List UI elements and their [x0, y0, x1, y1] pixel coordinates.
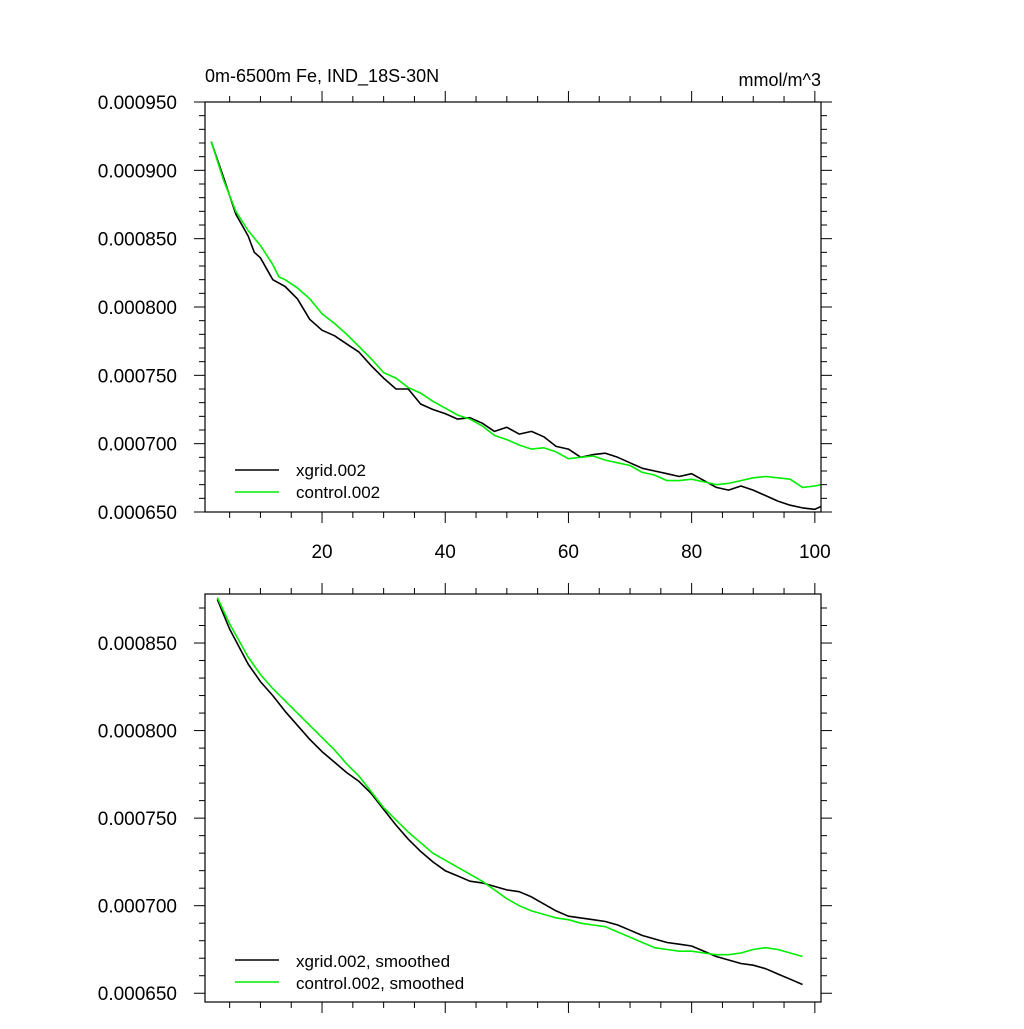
bottom-panel-ticks	[194, 583, 832, 1013]
y-tick-label: 0.000850	[98, 230, 177, 251]
y-tick-label: 0.000950	[98, 93, 177, 114]
bottom-panel: 0.000650 0.000700 0.000750 0.000800 0.000850…	[98, 583, 832, 1013]
top-panel-legend: xgrid.002 control.002	[235, 461, 380, 502]
y-tick-label: 0.000800	[98, 722, 177, 743]
x-tick-label: 80	[681, 542, 702, 563]
top-panel-tick-labels: 20 40 60 80 100 0.000650 0.000700 0.000750 0.000…	[98, 93, 831, 563]
bottom-panel-legend: xgrid.002, smoothed control.002, smoothe…	[235, 952, 464, 993]
top-panel-series	[210, 141, 822, 511]
series-line-xgrid	[210, 141, 822, 511]
top-panel-title: 0m-6500m Fe, IND_18S-30N	[205, 66, 439, 87]
y-tick-label: 0.000650	[98, 984, 177, 1005]
legend-label-xgrid: xgrid.002	[296, 461, 366, 480]
top-panel-units: mmol/m^3	[739, 70, 821, 90]
series-line-control	[210, 141, 822, 489]
y-tick-label: 0.000900	[98, 161, 177, 182]
y-tick-label: 0.000850	[98, 634, 177, 655]
y-tick-label: 0.000750	[98, 809, 177, 830]
x-tick-label: 40	[435, 542, 456, 563]
series-line-xgrid	[216, 598, 803, 986]
y-tick-label: 0.000800	[98, 298, 177, 319]
y-tick-label: 0.000750	[98, 366, 177, 387]
x-tick-label: 100	[799, 542, 831, 563]
y-tick-label: 0.000650	[98, 503, 177, 524]
x-tick-label: 60	[558, 542, 579, 563]
bottom-panel-frame	[204, 593, 822, 1003]
top-panel-ticks	[194, 91, 832, 523]
top-panel-frame	[204, 101, 822, 513]
bottom-panel-tick-labels: 0.000650 0.000700 0.000750 0.000800 0.000850	[98, 634, 177, 1005]
legend-label-xgrid-smoothed: xgrid.002, smoothed	[296, 952, 450, 971]
y-tick-label: 0.000700	[98, 897, 177, 918]
bottom-panel-series	[216, 597, 803, 986]
legend-label-control-smoothed: control.002, smoothed	[296, 974, 464, 993]
legend-label-control: control.002	[296, 483, 380, 502]
series-line-control	[216, 597, 803, 958]
top-panel: 0m-6500m Fe, IND_18S-30N mmol/m^3 20 40 60…	[98, 66, 832, 563]
x-tick-label: 20	[311, 542, 332, 563]
y-tick-label: 0.000700	[98, 435, 177, 456]
